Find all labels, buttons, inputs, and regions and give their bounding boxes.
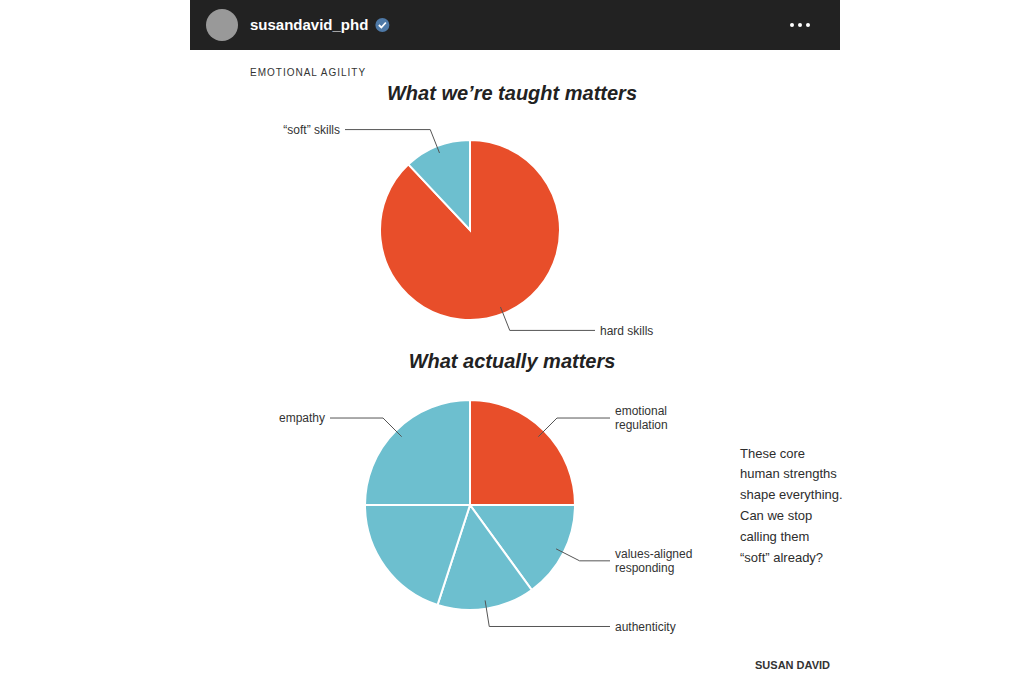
text-line: regulation: [615, 418, 668, 432]
leader-line: [500, 307, 595, 330]
pie-slice: [365, 400, 470, 505]
slice-label: values-alignedresponding: [615, 547, 692, 575]
header: susandavid_phd: [190, 0, 840, 50]
verified-circle: [375, 18, 389, 32]
menu-dot: [790, 23, 794, 27]
text-line: These core: [740, 446, 805, 461]
pie-slice: [470, 400, 575, 505]
pie-slice: [365, 505, 470, 605]
leader-line: [330, 418, 402, 437]
text-line: human strengths: [740, 466, 837, 481]
text-line: responding: [615, 561, 674, 575]
slice-label: authenticity: [615, 620, 676, 634]
text-line: empathy: [279, 411, 325, 425]
author: SUSAN DAVID: [755, 659, 830, 671]
chart-title: What actually matters: [409, 350, 616, 372]
pie: [380, 140, 560, 320]
pie-slice: [380, 140, 560, 320]
slice-label: “soft” skills: [283, 123, 340, 137]
text-line: authenticity: [615, 620, 676, 634]
menu-dot: [806, 23, 810, 27]
pie-slice: [408, 140, 470, 230]
text-line: “soft” skills: [283, 123, 340, 137]
chart-title: What we’re taught matters: [387, 82, 637, 104]
menu-dots: [790, 23, 810, 27]
menu-dot: [798, 23, 802, 27]
chart-root: susandavid_phd EMOTIONAL AGILITY What we’r…: [0, 0, 1024, 683]
verified-badge: [375, 18, 389, 32]
slice-label: emotionalregulation: [615, 404, 668, 432]
slice-labels: hard skills “soft” skills: [283, 123, 653, 338]
annotation: These core human strengths shape everythin…: [740, 446, 843, 565]
leader-line: [556, 549, 610, 561]
username: susandavid_phd: [250, 16, 368, 33]
slice-labels: emotionalregulation values-alignedrespond…: [279, 404, 692, 633]
text-line: values-aligned: [615, 547, 692, 561]
leader-line: [538, 418, 610, 437]
leader-line: [345, 130, 440, 153]
leader-line: [485, 600, 610, 626]
top-label: EMOTIONAL AGILITY: [250, 67, 366, 78]
text-line: hard skills: [600, 324, 653, 338]
text-line: emotional: [615, 404, 667, 418]
text-line: calling them: [740, 529, 809, 544]
avatar: [206, 9, 238, 41]
text-line: “soft” already?: [740, 550, 823, 565]
text-line: Can we stop: [740, 508, 812, 523]
slice-label: hard skills: [600, 324, 653, 338]
verified-check: [379, 23, 386, 28]
header-bar: [190, 0, 840, 50]
slice-label: empathy: [279, 411, 325, 425]
text-line: shape everything.: [740, 487, 843, 502]
